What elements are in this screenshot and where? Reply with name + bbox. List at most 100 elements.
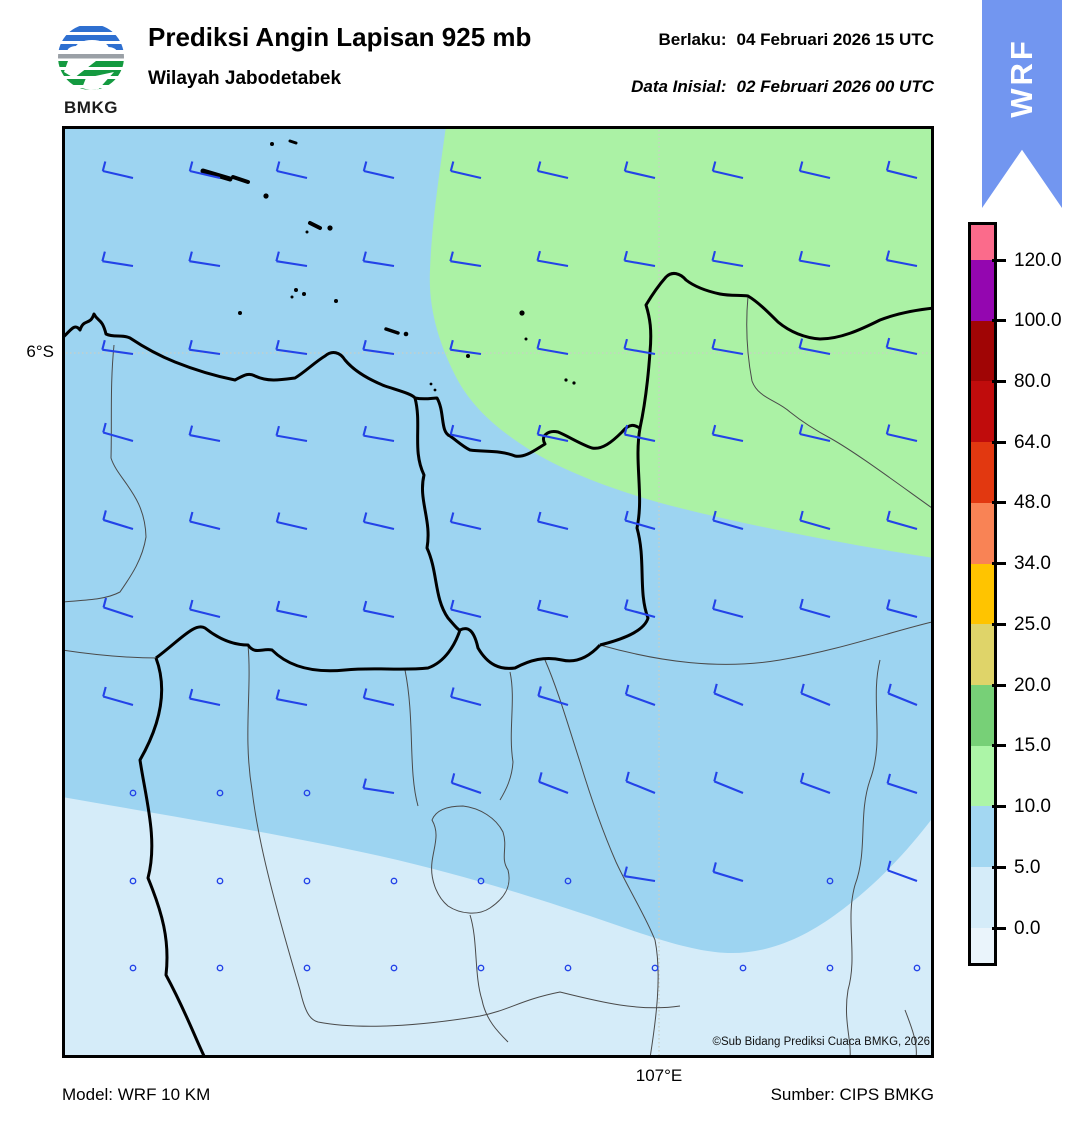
wind-barb-tick (449, 512, 455, 523)
wind-barb-tick (712, 599, 717, 610)
wind-barb-staff (624, 259, 656, 268)
wind-barb-staff (799, 433, 831, 443)
wind-barb-staff (886, 346, 918, 356)
wind-barb-staff (189, 608, 221, 619)
colorbar-segment (971, 260, 994, 321)
island (231, 175, 250, 184)
wind-barb-tick (275, 251, 280, 262)
wind-barb-staff (624, 519, 656, 531)
colorbar-tick-label: 25.0 (1014, 613, 1051, 635)
source-info: Sumber: CIPS BMKG (770, 1085, 934, 1104)
wind-barb-staff (189, 434, 221, 443)
wind-barb-staff (537, 608, 569, 619)
island (403, 331, 409, 337)
province-boundary (599, 427, 650, 647)
admin-boundary (469, 914, 509, 1043)
wind-calm-marker (913, 964, 921, 972)
admin-boundary (746, 295, 933, 509)
bmkg-logo: BMKG (50, 14, 132, 117)
colorbar-tick-mark (992, 865, 1006, 869)
wind-barb-tick (536, 424, 542, 435)
wind-barb-tick (886, 599, 891, 610)
wind-calm-marker (826, 877, 834, 885)
wind-barb-tick (623, 424, 629, 435)
wind-barb-tick (625, 771, 630, 782)
island (572, 381, 576, 385)
wind-barb-staff (624, 170, 656, 180)
wind-barb-tick (799, 772, 805, 783)
wind-barb-tick (713, 771, 718, 782)
wind-barb-staff (712, 259, 744, 268)
wind-calm-marker (303, 964, 311, 972)
wind-barb-staff (102, 170, 134, 180)
admin-boundary (845, 659, 881, 1059)
wind-barb-tick (362, 688, 368, 699)
wind-barb-staff (538, 694, 569, 707)
wind-calm-marker (216, 789, 224, 797)
colorbar-tick-label: 100.0 (1014, 310, 1062, 332)
island (302, 292, 306, 296)
wind-barb-staff (799, 170, 831, 180)
bmkg-logo-label: BMKG (64, 98, 118, 117)
wind-barb-staff (537, 433, 569, 443)
wind-barb-staff (102, 348, 134, 356)
valid-time-label: Berlaku: (658, 30, 727, 49)
init-time-row: Data Inisial: 02 Februari 2026 00 UTC (454, 77, 934, 97)
wind-barb-tick (712, 862, 717, 873)
wind-barb-staff (102, 260, 134, 268)
wind-calm-marker (303, 877, 311, 885)
wind-barb-tick (623, 250, 628, 261)
wrf-ribbon-label: WRF (1004, 38, 1039, 118)
colorbar-tick-mark (992, 926, 1006, 930)
wind-barb-tick (538, 772, 543, 783)
wind-barb-tick (798, 161, 804, 172)
island (290, 295, 294, 299)
wind-barb-tick (449, 599, 455, 610)
island (200, 168, 233, 182)
colorbar-tick-label: 120.0 (1014, 249, 1062, 271)
wind-barb-tick (102, 510, 107, 521)
island (270, 142, 274, 146)
colorbar-segment (971, 381, 994, 443)
wind-calm-marker (564, 964, 572, 972)
wind-barb-staff (363, 609, 395, 619)
admin-boundary (61, 649, 159, 659)
island (384, 327, 400, 335)
wind-speed-colorbar (968, 222, 997, 966)
island (305, 230, 309, 234)
colorbar-segment (971, 867, 994, 928)
admin-boundary (247, 644, 681, 1027)
wind-calm-marker (216, 964, 224, 972)
wind-barb-tick (275, 512, 281, 523)
wind-barb-tick (188, 688, 194, 699)
wind-barb-staff (450, 695, 482, 707)
wind-barb-tick (711, 338, 716, 349)
wind-barb-tick (101, 339, 106, 350)
wind-barb-staff (887, 869, 918, 882)
wind-calm-marker (826, 964, 834, 972)
wind-barb-tick (536, 338, 541, 349)
wind-barb-tick (536, 511, 542, 522)
wind-calm-marker (129, 789, 137, 797)
wind-barb-tick (362, 512, 368, 523)
wind-barb-staff (800, 781, 831, 794)
wind-barb-staff (537, 347, 569, 356)
wind-barb-staff (800, 692, 831, 706)
wind-barb-staff (276, 434, 308, 443)
wind-barb-tick (711, 424, 717, 435)
wind-barb-tick (362, 161, 368, 172)
colorbar-segment (971, 442, 994, 503)
wind-barb-staff (450, 608, 482, 619)
island (524, 337, 528, 341)
colorbar-tick-label: 5.0 (1014, 856, 1041, 878)
colorbar-segment (971, 225, 994, 260)
wind-barb-staff (363, 697, 395, 707)
wind-barb-staff (102, 695, 134, 707)
wind-barb-tick (449, 424, 455, 435)
wind-barb-tick (275, 600, 281, 611)
wind-barb-staff (886, 607, 918, 619)
wind-calm-marker (216, 877, 224, 885)
wind-barb-staff (799, 347, 831, 356)
wind-barb-staff (189, 348, 221, 356)
wind-barb-staff (276, 609, 308, 619)
